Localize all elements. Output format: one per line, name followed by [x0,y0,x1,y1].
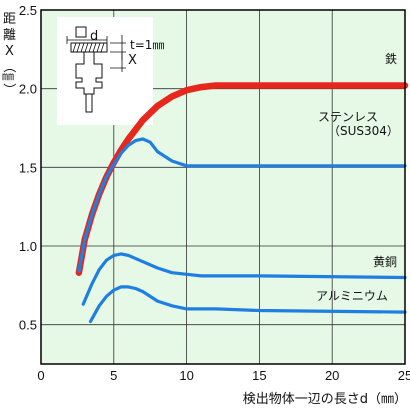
dim-t-label: t=1㎜ [130,38,164,52]
x-axis-label: 検出物体一辺の長さd（㎜） [243,392,407,407]
y-label-char-4: （ [1,60,16,73]
y-tick-label-1.0: 1.0 [19,239,37,254]
series-label-stainless: ステンレス [318,110,378,124]
tick-labels: 0 5 10 15 20 25 0.5 1.0 1.5 2.0 2.5 [19,3,410,383]
sensor-cable [85,94,93,113]
x-tick-label-10: 10 [179,368,193,383]
x-tick-label-0: 0 [37,368,44,383]
x-tick-label-20: 20 [325,368,339,383]
x-tick-label-15: 15 [252,368,266,383]
x-tick-label-5: 5 [110,368,117,383]
dim-x-label: X [128,53,137,68]
y-label-char-3: X [5,44,14,59]
dim-d-line [66,36,108,44]
series-label-brass: 黄銅 [373,255,397,269]
y-label-char-2: 離 [3,28,16,43]
series-line-aluminum [88,285,407,324]
dim-x-line [110,52,126,72]
axis-frame [40,9,406,365]
hatch-lines [72,42,105,53]
series-line-stainless [77,137,407,273]
series-line-brass [81,252,407,306]
dim-d-label: d [90,29,98,44]
plot-border [40,9,406,365]
diagram-background [57,17,153,125]
series-label-sus304: （SUS304） [328,124,399,138]
target-plate-hatch [70,42,108,53]
sensor-diagram: d t=1㎜ X [57,17,164,125]
target-box [75,26,87,38]
y-tick-label-0.5: 0.5 [19,318,37,333]
y-label-char-5: ㎜ [2,69,14,83]
x-tick-label-25: 25 [398,368,410,383]
series-lines [75,82,409,324]
y-label-char-1: 距 [3,12,16,27]
series-label-iron: 鉄 [385,51,397,66]
y-tick-label-2.0: 2.0 [19,82,37,97]
y-label-char-6: ） [1,83,16,96]
y-tick-label-1.5: 1.5 [19,160,37,175]
sensor-body [75,51,103,95]
series-label-aluminum: アルミニウム [316,289,388,303]
y-axis-label: 距 離 X （ ㎜ ） [1,12,16,96]
y-tick-label-2.5: 2.5 [19,3,37,18]
